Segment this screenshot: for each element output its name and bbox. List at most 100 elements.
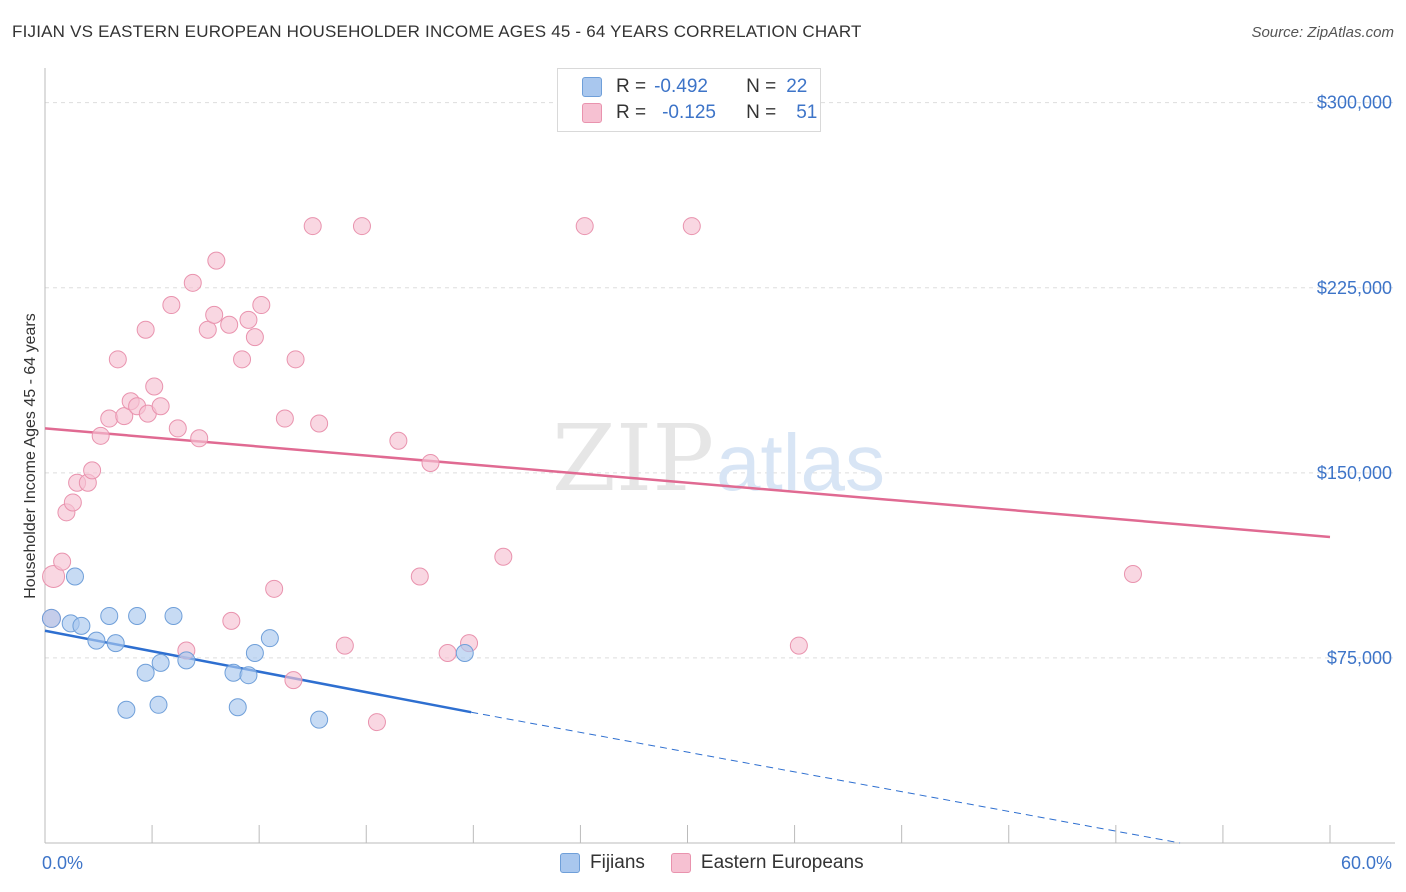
eastern-trend-line — [44, 427, 1331, 539]
eastern-point — [162, 296, 181, 315]
y-tick-label: $150,000 — [1317, 463, 1392, 483]
eastern-point — [410, 567, 429, 586]
legend-swatch-eastern — [582, 103, 602, 123]
eastern-point — [438, 643, 457, 662]
eastern-point — [310, 414, 329, 433]
fijian-trend-extension — [471, 711, 1181, 844]
legend-r-label: R = — [616, 76, 647, 97]
stats-legend: R = -0.492 N = 22 R = -0.125 N = 51 — [557, 68, 821, 132]
eastern-point — [303, 217, 322, 236]
watermark: ZIP atlas — [552, 405, 885, 512]
eastern-point — [198, 320, 217, 339]
fijian-point — [177, 651, 196, 670]
legend-n-value: 22 — [786, 76, 808, 97]
legend-n-label: N = — [746, 76, 777, 97]
series-label-eastern: Eastern Europeans — [700, 852, 864, 873]
fijian-point — [117, 700, 136, 719]
y-tick-label: $75,000 — [1327, 648, 1392, 668]
axes — [44, 68, 1395, 844]
eastern-point — [63, 493, 82, 512]
eastern-point — [168, 419, 187, 438]
series-legend-eastern: Eastern Europeans — [670, 852, 864, 874]
eastern-point — [53, 552, 72, 571]
eastern-point — [421, 453, 440, 472]
fijian-point — [164, 606, 183, 625]
chart-title: FIJIAN VS EASTERN EUROPEAN HOUSEHOLDER I… — [12, 22, 862, 41]
fijian-point — [224, 663, 243, 682]
fijian-point — [228, 698, 247, 717]
watermark-atlas: atlas — [716, 418, 885, 507]
eastern-point — [115, 407, 134, 426]
eastern-point — [42, 564, 66, 588]
eastern-point — [245, 328, 264, 347]
eastern-point — [575, 217, 594, 236]
y-tick-label: $300,000 — [1317, 93, 1392, 113]
fijian-point — [128, 606, 147, 625]
fijian-point — [260, 629, 279, 648]
eastern-point — [183, 273, 202, 292]
eastern-point — [252, 296, 271, 315]
x-tick-label: 0.0% — [42, 853, 83, 873]
legend-row-eastern: R = -0.125 N = 51 — [582, 101, 817, 125]
series-legend: Fijians Eastern Europeans — [560, 852, 890, 874]
series-legend-fijians: Fijians — [560, 852, 645, 874]
watermark-zip: ZIP — [552, 405, 714, 512]
series-swatch-fijians — [560, 853, 580, 873]
eastern-point — [275, 409, 294, 428]
y-tick-label: $225,000 — [1317, 278, 1392, 298]
fijian-point — [100, 606, 119, 625]
fijian-point — [239, 666, 258, 685]
legend-r-label: R = — [616, 102, 647, 123]
y-tick-labels: $75,000 $150,000 $225,000 $300,000 — [1317, 93, 1392, 668]
eastern-point — [151, 397, 170, 416]
eastern-point — [91, 426, 110, 445]
fijian-point — [106, 634, 125, 653]
x-tick-label: 60.0% — [1341, 853, 1392, 873]
fijian-point — [136, 663, 155, 682]
eastern-point — [265, 579, 284, 598]
legend-r-value: -0.492 — [654, 76, 708, 97]
fijian-point — [151, 653, 170, 672]
eastern-point — [494, 547, 513, 566]
eastern-point — [682, 217, 701, 236]
series-swatch-eastern — [670, 853, 691, 873]
eastern-point — [222, 611, 241, 630]
eastern-point — [136, 320, 155, 339]
eastern-point — [100, 409, 119, 428]
eastern-point — [789, 636, 808, 655]
fijian-point — [455, 643, 474, 662]
eastern-point — [239, 310, 258, 329]
legend-r-value: -0.125 — [662, 102, 716, 123]
eastern-point — [1123, 565, 1142, 584]
fijian-point — [65, 567, 84, 586]
eastern-point — [284, 671, 303, 690]
fijian-point — [245, 643, 264, 662]
legend-row-fijians: R = -0.492 N = 22 — [582, 75, 807, 99]
fijian-point — [149, 695, 168, 714]
source-label: Source: ZipAtlas.com — [1251, 24, 1394, 41]
eastern-point — [233, 350, 252, 369]
series-label-fijians: Fijians — [590, 852, 645, 873]
y-axis-label: Householder Income Ages 45 - 64 years — [22, 313, 39, 599]
eastern-point — [205, 305, 224, 324]
data-points — [41, 217, 1142, 732]
eastern-point — [367, 713, 386, 732]
eastern-point — [286, 350, 305, 369]
fijian-point — [87, 631, 106, 650]
legend-n-label: N = — [746, 102, 777, 123]
eastern-point — [335, 636, 354, 655]
grid-lines — [45, 102, 1395, 659]
x-tick-labels: 0.0% 60.0% — [42, 853, 1392, 873]
eastern-point — [389, 431, 408, 450]
eastern-point — [220, 315, 239, 334]
eastern-point — [145, 377, 164, 396]
eastern-point — [108, 350, 127, 369]
fijian-point — [310, 710, 329, 729]
eastern-point — [352, 217, 371, 236]
eastern-point — [207, 251, 226, 270]
fijian-point — [41, 608, 61, 628]
fijian-point — [72, 616, 91, 635]
eastern-point — [83, 461, 102, 480]
legend-swatch-fijians — [582, 77, 602, 97]
